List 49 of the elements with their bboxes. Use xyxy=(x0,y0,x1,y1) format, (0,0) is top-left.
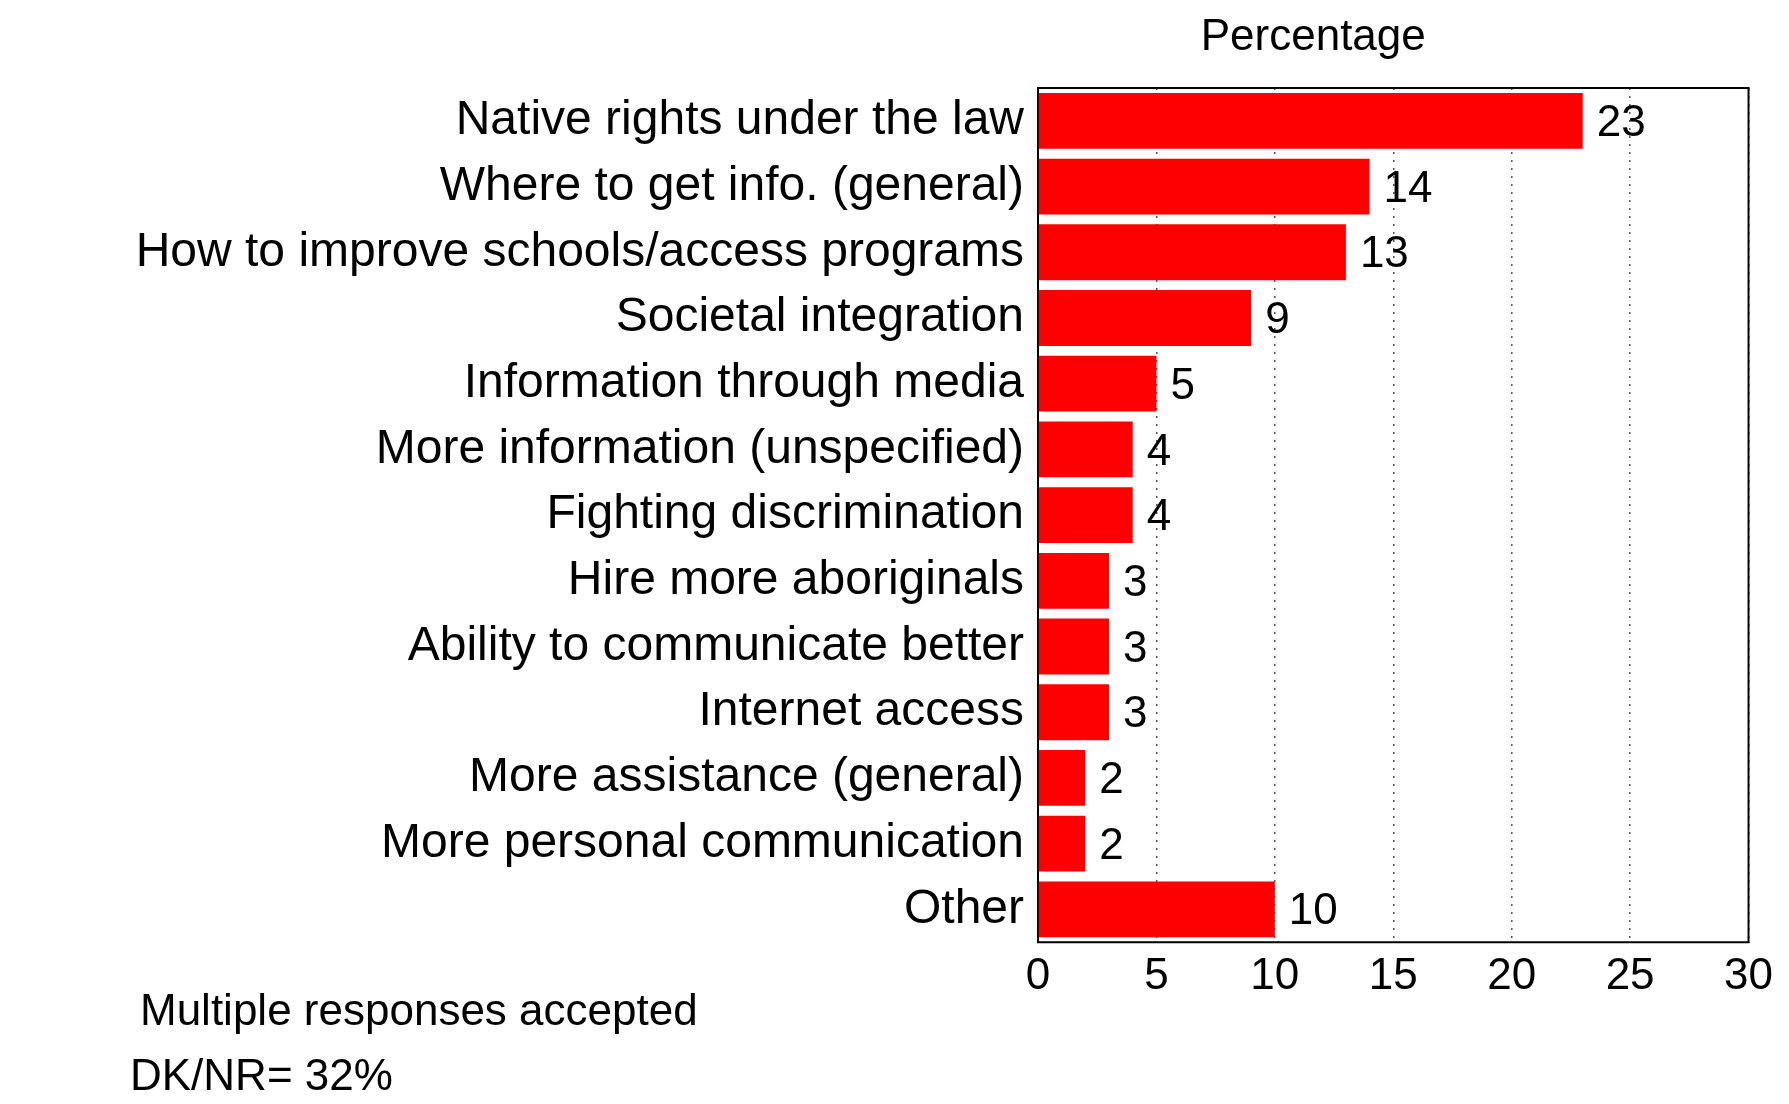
y-tick-label: Hire more aboriginals xyxy=(567,551,1024,605)
x-tick-label: 15 xyxy=(1368,948,1418,998)
text: Multiple responses accepted xyxy=(140,985,698,1035)
y-tick-label: More assistance (general) xyxy=(469,748,1024,802)
data-label: 14 xyxy=(1383,161,1433,211)
data-label: 13 xyxy=(1359,227,1409,277)
data-label: 9 xyxy=(1265,293,1290,343)
bar xyxy=(1038,421,1133,478)
bar xyxy=(1038,158,1370,215)
bar xyxy=(1038,552,1110,609)
bar xyxy=(1038,684,1110,741)
data-label: 4 xyxy=(1146,424,1172,474)
y-tick-label: How to improve schools/access programs xyxy=(135,222,1024,276)
y-tick-label: More information (unspecified) xyxy=(375,419,1024,473)
bar xyxy=(1038,92,1583,149)
y-tick-label: More personal communication xyxy=(381,813,1024,867)
y-tick-label: Societal integration xyxy=(615,288,1024,342)
x-tick-label: 0 xyxy=(1025,948,1051,998)
data-label: 2 xyxy=(1099,818,1124,868)
text: DK/NR= 32% xyxy=(130,1050,393,1100)
bar xyxy=(1038,618,1110,675)
bar xyxy=(1038,881,1275,938)
y-tick-label: Native rights under the law xyxy=(455,91,1025,145)
bar xyxy=(1038,815,1086,872)
data-label: 3 xyxy=(1123,555,1148,605)
y-tick-label: Other xyxy=(903,879,1025,933)
y-tick-label: Information through media xyxy=(463,353,1025,407)
data-label: 3 xyxy=(1123,687,1148,737)
data-label: 5 xyxy=(1170,358,1195,408)
y-tick-label: Internet access xyxy=(698,682,1024,736)
y-tick-label: Fighting discrimination xyxy=(546,485,1024,539)
chart-title: Percentage xyxy=(1200,10,1426,60)
x-tick-label: 10 xyxy=(1250,948,1300,998)
y-tick-label: Ability to communicate better xyxy=(407,616,1025,670)
bar xyxy=(1038,355,1157,412)
y-tick-label: Where to get info. (general) xyxy=(439,156,1024,210)
data-label: 4 xyxy=(1146,490,1172,540)
data-label: 23 xyxy=(1596,95,1646,145)
bar xyxy=(1038,487,1133,544)
bar xyxy=(1038,224,1346,281)
x-tick-label: 5 xyxy=(1144,948,1169,998)
x-tick-label: 30 xyxy=(1724,948,1774,998)
x-tick-label: 20 xyxy=(1487,948,1537,998)
bar xyxy=(1038,750,1086,806)
x-tick-label: 25 xyxy=(1605,948,1655,998)
data-label: 10 xyxy=(1288,884,1338,934)
data-label: 3 xyxy=(1123,621,1148,671)
bar xyxy=(1038,290,1252,346)
data-label: 2 xyxy=(1099,753,1124,803)
